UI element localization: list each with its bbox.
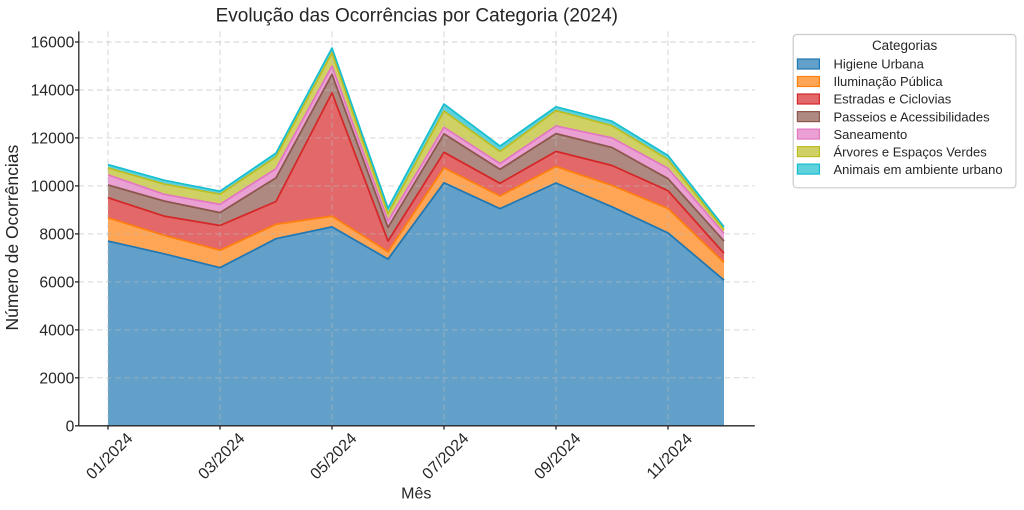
svg-text:Passeios e Acessibilidades: Passeios e Acessibilidades — [834, 109, 991, 124]
svg-text:2000: 2000 — [39, 370, 74, 387]
svg-text:Higiene Urbana: Higiene Urbana — [834, 57, 925, 72]
svg-text:Número de Ocorrências: Número de Ocorrências — [2, 144, 22, 330]
svg-text:Saneamento: Saneamento — [834, 127, 908, 142]
svg-text:Mês: Mês — [401, 486, 431, 503]
svg-text:Iluminação Pública: Iluminação Pública — [834, 74, 944, 89]
svg-text:0: 0 — [66, 418, 75, 435]
svg-text:10000: 10000 — [31, 178, 75, 195]
svg-text:12000: 12000 — [31, 130, 75, 147]
svg-text:6000: 6000 — [39, 274, 74, 291]
svg-text:Árvores e Espaços Verdes: Árvores e Espaços Verdes — [834, 144, 988, 159]
svg-text:4000: 4000 — [39, 322, 74, 339]
svg-text:Animais em ambiente urbano: Animais em ambiente urbano — [834, 162, 1003, 177]
svg-text:Evolução das Ocorrências por C: Evolução das Ocorrências por Categoria (… — [216, 6, 618, 27]
svg-text:Estradas e Ciclovias: Estradas e Ciclovias — [834, 92, 952, 107]
svg-text:Categorias: Categorias — [872, 38, 938, 53]
svg-text:16000: 16000 — [31, 35, 75, 52]
svg-text:14000: 14000 — [31, 83, 75, 100]
svg-text:8000: 8000 — [39, 226, 74, 243]
